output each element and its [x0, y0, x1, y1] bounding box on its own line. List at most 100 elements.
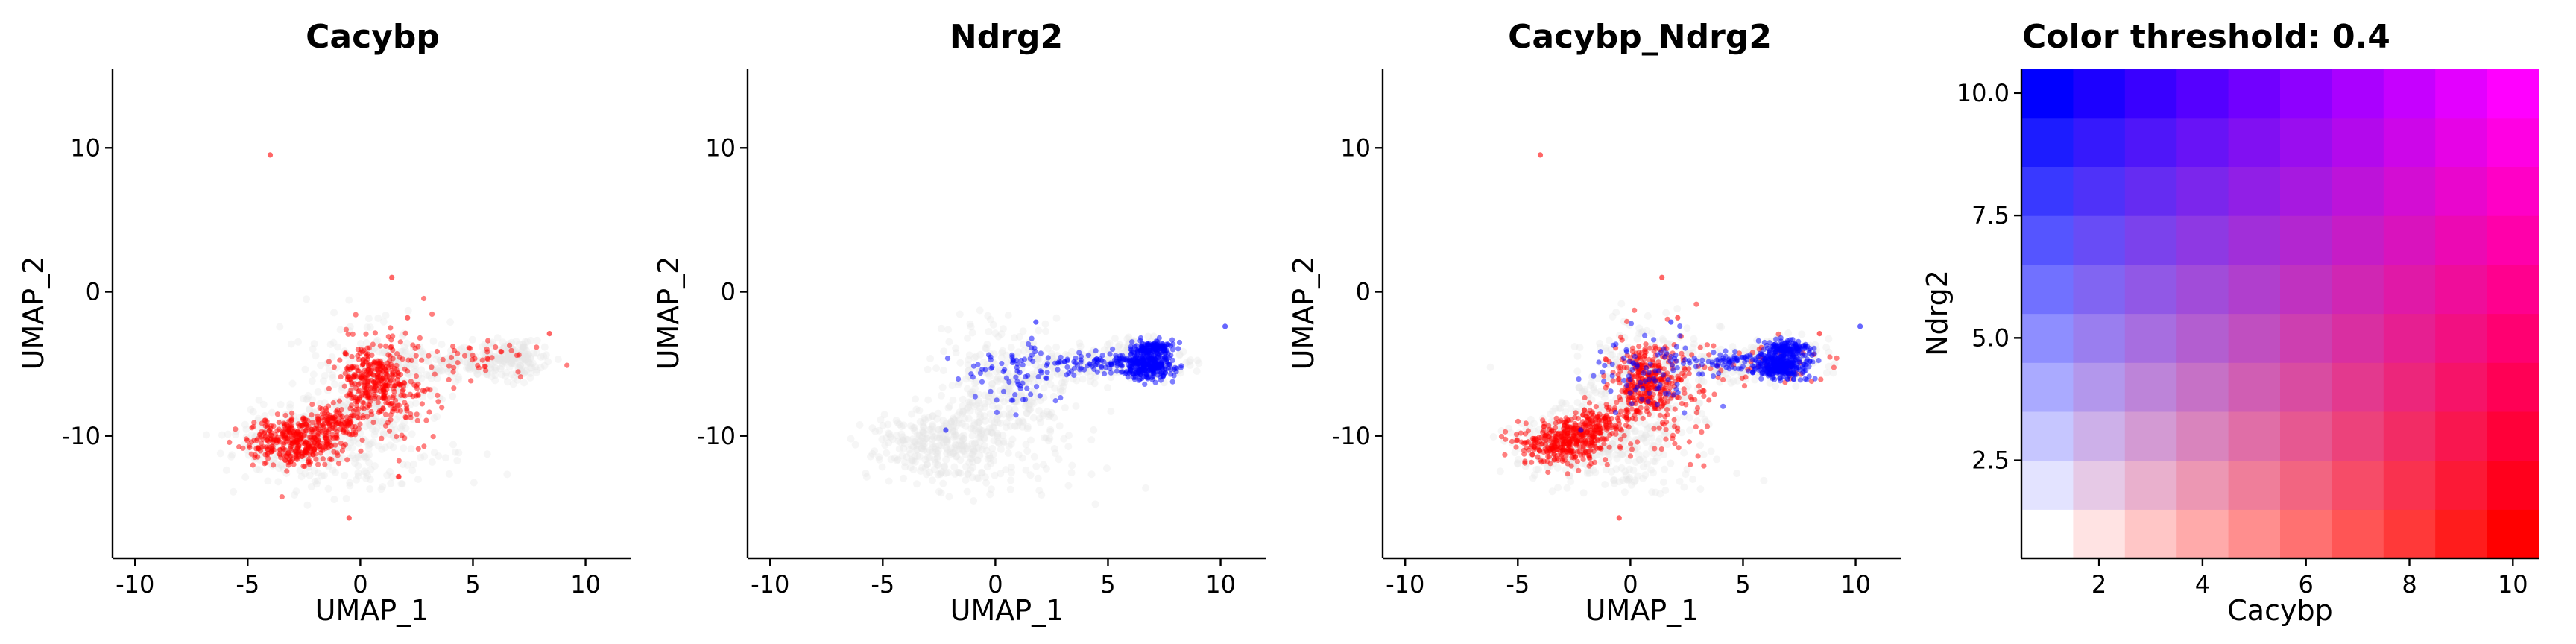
data-point — [1597, 429, 1603, 436]
data-point — [319, 415, 325, 421]
data-point — [326, 359, 332, 364]
background-point — [1822, 369, 1831, 377]
background-point — [493, 364, 501, 373]
data-point — [343, 326, 349, 332]
background-point — [388, 473, 397, 481]
y-tick-label: 0 — [721, 278, 736, 306]
background-point — [1142, 484, 1150, 492]
data-point — [1024, 385, 1030, 391]
data-point — [1552, 436, 1558, 442]
background-point — [449, 441, 457, 449]
data-point — [1102, 370, 1108, 377]
data-point — [432, 371, 438, 377]
background-point — [247, 405, 255, 414]
data-point — [944, 356, 951, 362]
data-point — [334, 429, 340, 435]
data-point — [285, 423, 291, 429]
data-point — [1551, 451, 1557, 457]
background-point — [968, 439, 976, 447]
data-point — [288, 430, 294, 436]
background-point — [494, 355, 502, 362]
background-point — [365, 440, 373, 448]
background-point — [404, 306, 412, 315]
data-point — [1564, 441, 1570, 447]
data-point — [402, 366, 408, 372]
background-point — [391, 426, 399, 435]
background-point — [492, 354, 500, 362]
background-point — [398, 347, 406, 356]
background-point — [302, 396, 310, 403]
data-point — [1576, 467, 1582, 473]
background-point — [374, 347, 382, 356]
data-point — [339, 448, 345, 454]
background-point — [1680, 449, 1688, 457]
background-point — [1617, 300, 1626, 308]
background-point — [856, 421, 864, 429]
background-point — [1724, 374, 1732, 382]
x-tick-label: -5 — [871, 570, 894, 599]
background-point — [377, 417, 385, 426]
data-point — [999, 361, 1005, 367]
data-point — [1176, 339, 1183, 346]
background-point — [1825, 335, 1833, 343]
background-point — [542, 351, 550, 359]
background-point — [523, 350, 531, 359]
background-point — [227, 452, 236, 461]
background-point — [342, 495, 350, 502]
data-point — [397, 339, 403, 345]
background-point — [1612, 309, 1620, 316]
data-point — [262, 417, 268, 423]
background-point — [544, 358, 552, 366]
background-point — [324, 484, 332, 493]
background-point — [496, 356, 504, 364]
background-point — [389, 420, 397, 429]
data-point — [309, 412, 315, 418]
background-point — [1747, 343, 1755, 351]
data-point — [1154, 350, 1160, 356]
data-point — [288, 417, 295, 423]
background-point — [987, 460, 995, 467]
data-point — [324, 417, 330, 423]
background-point — [350, 437, 358, 445]
background-point — [503, 356, 511, 364]
background-point — [397, 423, 405, 432]
background-point — [521, 356, 529, 364]
data-point — [388, 412, 394, 418]
data-point — [1028, 391, 1034, 397]
data-point — [342, 350, 348, 356]
background-point — [1713, 455, 1721, 464]
background-point — [511, 357, 519, 365]
background-point — [1046, 427, 1055, 435]
background-point — [909, 465, 918, 473]
data-point — [375, 367, 381, 373]
background-point — [432, 356, 441, 364]
data-point — [256, 446, 262, 452]
background-point — [1037, 418, 1044, 426]
data-point — [1586, 433, 1592, 439]
data-point — [390, 377, 397, 383]
background-point — [228, 451, 236, 459]
background-point — [498, 370, 506, 379]
background-point — [520, 367, 528, 375]
data-point — [468, 378, 474, 384]
background-point — [502, 355, 510, 363]
data-point — [359, 405, 365, 411]
data-point — [405, 315, 411, 321]
data-point — [341, 383, 347, 389]
background-point — [347, 438, 355, 446]
background-point — [328, 371, 336, 379]
background-point — [523, 353, 531, 361]
data-point — [358, 347, 364, 353]
data-point — [306, 456, 312, 462]
data-point — [422, 388, 428, 394]
data-point — [365, 367, 371, 373]
background-point — [403, 339, 411, 347]
data-point — [404, 408, 410, 414]
data-point — [1600, 414, 1607, 420]
data-point — [1078, 357, 1084, 363]
background-point — [1060, 379, 1068, 387]
data-point — [397, 354, 403, 360]
background-point — [329, 338, 338, 347]
background-point — [520, 344, 528, 352]
background-point — [1103, 464, 1111, 473]
